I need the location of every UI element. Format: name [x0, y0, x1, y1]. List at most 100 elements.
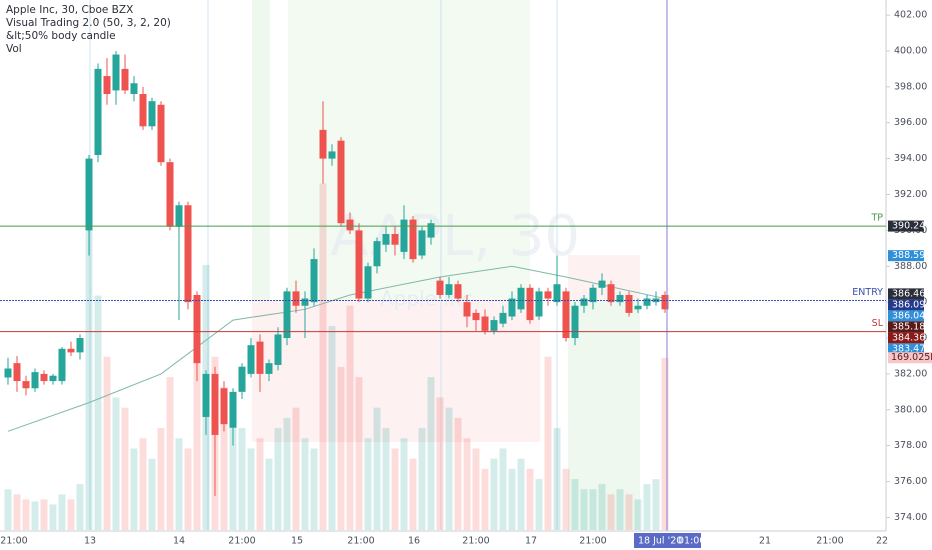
- level-label: ENTRY: [852, 287, 883, 298]
- moving-average: [7, 265, 666, 432]
- candle-body: [229, 391, 237, 428]
- candle-body: [553, 284, 561, 303]
- volume-bar: [283, 417, 291, 530]
- crosshair-date: 18 Jul '20: [638, 536, 682, 547]
- candle-body: [634, 305, 642, 310]
- x-tick-label: 14: [173, 536, 185, 547]
- candle-body: [175, 205, 183, 227]
- volume-bar: [85, 203, 93, 530]
- candle-body: [580, 298, 588, 306]
- candle-body: [301, 298, 309, 306]
- candle-body: [616, 294, 624, 303]
- candle-body: [85, 158, 93, 231]
- x-tick-label: 16: [408, 536, 420, 547]
- candle-body: [157, 104, 165, 163]
- volume-bar: [238, 428, 246, 530]
- volume-bar: [328, 326, 336, 530]
- candle-body: [400, 219, 408, 252]
- volume-bar: [355, 377, 363, 530]
- candle-body: [364, 266, 372, 299]
- volume-bar: [427, 377, 435, 530]
- candle-body: [508, 298, 516, 317]
- volume-bar: [166, 377, 174, 530]
- candle-body: [445, 284, 453, 295]
- volume-bar: [121, 407, 129, 530]
- level-label: SL: [872, 318, 884, 329]
- crosshair-label: [634, 533, 701, 548]
- candle-body: [256, 341, 264, 374]
- x-tick-label: 21:00: [816, 536, 843, 547]
- price-tag: [888, 343, 924, 355]
- candle-body: [292, 291, 300, 306]
- volume-bar: [445, 407, 453, 530]
- volume-bar: [13, 494, 21, 530]
- volume-bar: [58, 494, 66, 530]
- volume-bar: [544, 356, 552, 530]
- volume-bar: [400, 438, 408, 530]
- candle-body: [103, 76, 111, 95]
- volume-bar: [319, 183, 327, 530]
- price-tag-label: 386.09: [892, 299, 925, 310]
- volume-bar: [157, 428, 165, 530]
- candle-body: [373, 241, 381, 267]
- shade: [288, 0, 530, 300]
- price-tag: [888, 220, 924, 232]
- volume-bar: [526, 468, 534, 530]
- y-tick-label: 380.00: [894, 404, 927, 415]
- price-tag-label: 383.47: [892, 343, 925, 354]
- candle-body: [4, 368, 12, 378]
- indicator: &lt;50% body candle: [6, 30, 116, 42]
- watermark: AAPL, 30: [330, 204, 580, 269]
- volume-bar: [616, 489, 624, 530]
- volume-bar: [31, 501, 39, 530]
- candle-body: [283, 291, 291, 339]
- candle-body: [166, 162, 174, 227]
- candle-body: [472, 312, 480, 321]
- volume-bar: [436, 397, 444, 530]
- volume-bar: [139, 438, 147, 530]
- volume-bar: [130, 448, 138, 530]
- candle-body: [436, 280, 444, 295]
- volume-bar: [4, 489, 12, 530]
- volume-bar: [49, 504, 57, 530]
- x-tick-label: 21:00: [462, 536, 489, 547]
- crosshair-time: 01:00: [678, 536, 705, 547]
- volume-bar: [184, 448, 192, 530]
- volume-bar: [337, 366, 345, 530]
- candle-body: [391, 233, 399, 245]
- volume-bar: [652, 479, 660, 530]
- y-tick-label: 378.00: [894, 440, 927, 451]
- volume-bar: [634, 499, 642, 530]
- candle-body: [535, 291, 543, 317]
- candle-body: [22, 381, 30, 389]
- candle-body: [40, 373, 48, 382]
- candle-body: [598, 280, 606, 288]
- candle-body: [409, 219, 417, 260]
- candle-body: [76, 338, 84, 353]
- volume-bar: [220, 387, 228, 530]
- volume-bar: [22, 499, 30, 530]
- candle-body: [418, 230, 426, 256]
- x-tick-label: 13: [84, 536, 96, 547]
- volume-bar: [607, 494, 615, 530]
- candle-body: [517, 287, 525, 310]
- x-tick-label: 21:00: [347, 536, 374, 547]
- volume-bar: [247, 448, 255, 530]
- candle-body: [625, 294, 633, 313]
- candle-body: [427, 223, 435, 238]
- price-tag: [888, 321, 924, 333]
- candle-body: [310, 259, 318, 303]
- candle-body: [490, 320, 498, 331]
- volume-bar: [382, 428, 390, 530]
- x-tick-label: 15: [291, 536, 303, 547]
- volume-bar: [571, 479, 579, 530]
- volume-bar: [265, 458, 273, 530]
- volume-bar: [364, 438, 372, 530]
- candle-body: [661, 294, 669, 310]
- price-tag: [888, 288, 924, 300]
- candle-body: [499, 312, 507, 324]
- candle-body: [355, 230, 363, 299]
- candle-body: [184, 205, 192, 303]
- indicator: Vol: [6, 43, 22, 55]
